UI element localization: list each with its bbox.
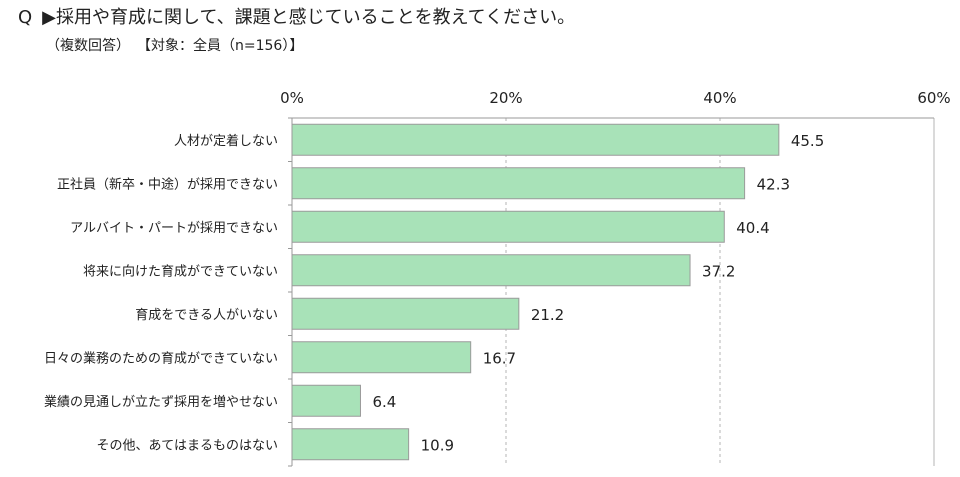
x-tick-label-60: 60% bbox=[917, 89, 950, 107]
survey-note: （複数回答） 【対象：全員（n=156）】 bbox=[46, 36, 303, 56]
bar-6 bbox=[291, 384, 361, 417]
category-label-5: 日々の業務のための育成ができていない bbox=[44, 350, 278, 366]
value-label-6: 6.4 bbox=[372, 393, 396, 411]
bar-4 bbox=[291, 297, 520, 330]
bar-2 bbox=[291, 210, 725, 243]
value-label-5: 16.7 bbox=[483, 349, 516, 367]
category-label-0: 人材が定着しない bbox=[174, 133, 278, 149]
question-text: ▶採用や育成に関して、課題と感じていることを教えてください。 bbox=[42, 7, 576, 28]
value-label-4: 21.2 bbox=[531, 306, 564, 324]
category-label-6: 業績の見通しが立たず採用を増やせない bbox=[44, 394, 278, 410]
bar-7 bbox=[291, 428, 410, 461]
value-label-7: 10.9 bbox=[421, 436, 454, 454]
category-label-2: アルバイト・パートが採用できない bbox=[70, 221, 278, 236]
value-label-0: 45.5 bbox=[791, 132, 824, 150]
category-label-3: 将来に向けた育成ができていない bbox=[83, 263, 278, 279]
x-tick-label-40: 40% bbox=[703, 89, 736, 107]
question-marker: Q bbox=[18, 7, 33, 28]
bar-1 bbox=[291, 167, 746, 200]
category-label-4: 育成をできる人がいない bbox=[135, 307, 278, 323]
value-label-1: 42.3 bbox=[757, 175, 790, 193]
category-label-1: 正社員（新卒・中途）が採用できない bbox=[57, 176, 278, 192]
category-label-7: その他、あてはまるものはない bbox=[97, 438, 278, 453]
value-label-3: 37.2 bbox=[702, 262, 735, 280]
x-tick-label-0: 0% bbox=[280, 89, 304, 107]
bar-0 bbox=[291, 123, 780, 156]
x-tick-label-20: 20% bbox=[489, 89, 522, 107]
target-respondents-note: 【対象：全員（n=156）】 bbox=[144, 38, 304, 54]
bar-5 bbox=[291, 341, 472, 374]
bar-3 bbox=[291, 254, 691, 287]
multiple-answer-note: （複数回答） bbox=[46, 38, 130, 54]
value-label-2: 40.4 bbox=[736, 219, 769, 237]
survey-question: Q ▶採用や育成に関して、課題と感じていることを教えてください。 bbox=[18, 6, 575, 30]
